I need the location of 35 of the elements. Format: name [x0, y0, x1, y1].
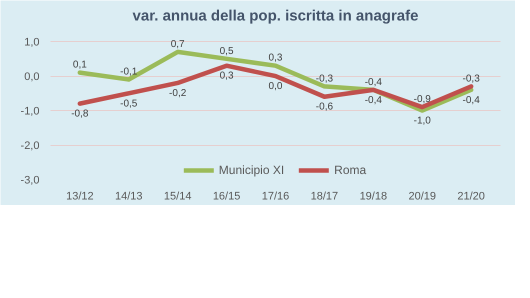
data-label: -0,4 — [364, 76, 382, 88]
y-tick-label: -3,0 — [20, 174, 40, 186]
x-tick-label: 19/18 — [360, 190, 388, 202]
x-tick-label: 15/14 — [164, 190, 192, 202]
data-label: 0,3 — [220, 70, 234, 82]
data-label: 0,7 — [170, 38, 186, 50]
y-tick-label: 0,0 — [24, 71, 40, 84]
x-tick-label: 18/17 — [310, 190, 338, 202]
data-label: -0,5 — [120, 98, 138, 110]
data-label: -0,4 — [462, 94, 480, 106]
x-tick-label: 17/16 — [262, 190, 290, 202]
x-tick-label: 13/12 — [66, 190, 94, 202]
x-tick-label: 20/19 — [408, 190, 436, 202]
data-label: 0,5 — [220, 46, 234, 57]
chart-title: var. annua della pop. iscritta in anagrafe — [132, 8, 418, 24]
data-label: 0,1 — [72, 60, 88, 71]
data-label: -1,0 — [414, 116, 432, 127]
data-label: -0,4 — [364, 94, 382, 106]
data-label: -0,3 — [316, 73, 334, 84]
data-label: -0,6 — [316, 102, 334, 113]
y-tick-label: -1,0 — [20, 106, 40, 118]
y-tick-label: -2,0 — [20, 140, 40, 152]
data-label: 0,3 — [268, 52, 283, 64]
x-tick-label: 14/13 — [114, 190, 143, 202]
x-tick-label: 21/20 — [457, 190, 485, 202]
y-tick-label: 1,0 — [24, 36, 40, 49]
data-label: -0,9 — [414, 94, 432, 106]
data-label: 0,0 — [268, 81, 283, 92]
data-label: -0,2 — [169, 88, 187, 99]
data-label: -0,8 — [71, 108, 89, 120]
x-tick-label: 16/15 — [212, 190, 240, 202]
data-label: -0,1 — [120, 66, 138, 78]
legend-label: Roma — [334, 163, 366, 177]
legend-label: Municipio XI — [218, 163, 284, 177]
data-label: -0,3 — [462, 73, 480, 84]
